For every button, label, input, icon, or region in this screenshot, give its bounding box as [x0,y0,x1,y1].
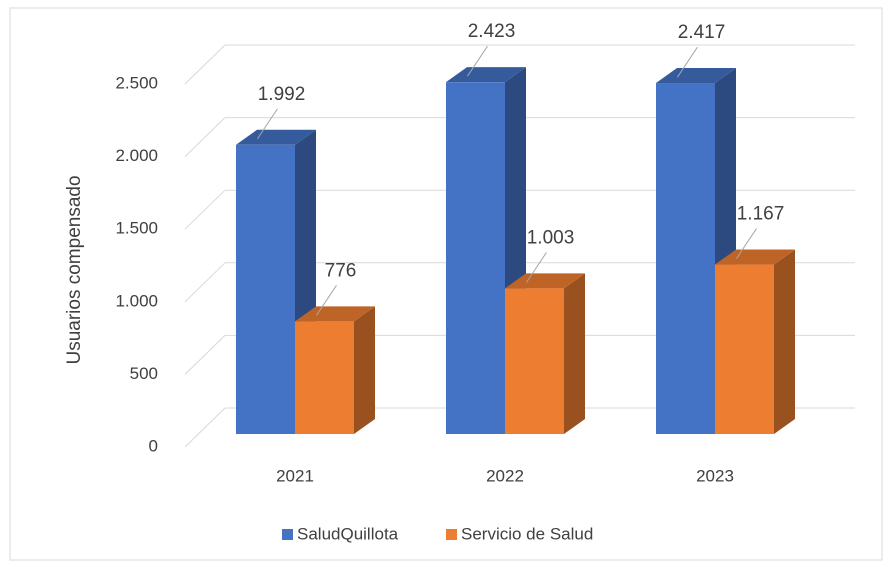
bar-top [446,67,526,83]
x-tick-label: 2021 [276,466,314,485]
value-label: 1.992 [258,84,306,105]
grid-line-floor [184,407,226,448]
grid-line-floor [184,189,226,230]
value-label: 1.003 [527,227,575,248]
bar-top [295,306,375,322]
bar-top [656,68,736,84]
y-tick-label: 1.000 [115,291,158,310]
legend-swatch [446,529,457,540]
grid-line-floor [184,335,226,375]
y-tick-label: 500 [130,364,158,383]
y-tick-label: 2.500 [115,73,158,92]
bar [656,83,715,434]
legend-swatch [282,529,293,540]
bar [505,288,564,434]
y-tick-label: 0 [149,436,158,455]
y-tick-label: 2.000 [115,146,158,165]
bar [295,321,354,434]
bar-top [236,129,316,145]
y-tick-label: 1.500 [115,219,158,238]
bar-side [774,249,795,434]
leader-line [467,45,488,77]
bar-side [564,273,585,434]
leader-line [257,108,278,140]
legend-label: Servicio de Salud [461,524,593,543]
value-label: 2.417 [678,22,726,43]
leader-line [677,46,698,78]
grid-line-floor [184,117,226,157]
bar-top [715,249,795,265]
x-tick-label: 2023 [696,466,734,485]
bar [446,82,505,435]
bar-side [354,306,375,434]
value-label: 776 [325,260,357,281]
leader-line [316,285,337,316]
leader-line [526,252,547,283]
x-tick-label: 2022 [486,466,524,485]
value-label: 1.167 [737,204,785,225]
bar [715,264,774,434]
legend-label: SaludQuillota [297,524,399,543]
grid-line-floor [184,262,226,303]
bar [236,144,295,434]
leader-line [736,228,757,259]
grid-line-floor [184,44,226,85]
y-axis-label: Usuarios compensado [64,175,85,364]
bar-top [505,273,585,289]
value-label: 2.423 [468,21,516,42]
